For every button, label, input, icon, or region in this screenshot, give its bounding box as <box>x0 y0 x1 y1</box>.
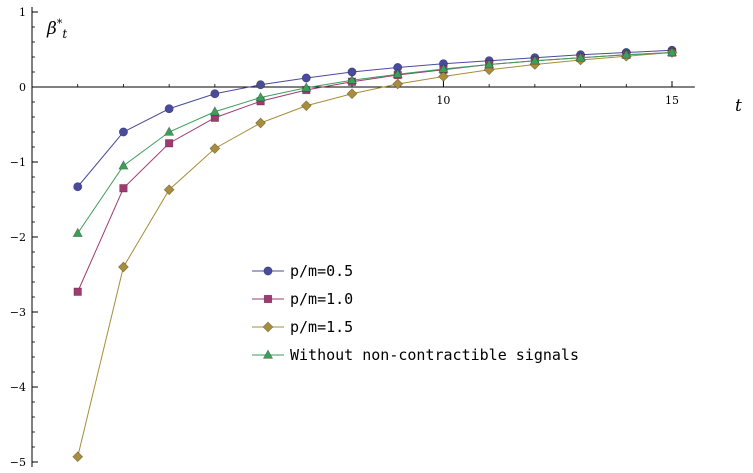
data-point <box>165 139 174 148</box>
y-axis-title-sup: * <box>57 17 63 30</box>
data-point <box>392 78 404 90</box>
data-point <box>255 91 266 102</box>
data-point <box>438 71 449 82</box>
data-point <box>392 68 403 78</box>
data-point <box>621 49 632 59</box>
y-tick-label: −3 <box>10 306 26 319</box>
data-point <box>119 184 128 193</box>
data-point <box>118 127 128 137</box>
legend-label: p/m=1.5 <box>290 318 353 336</box>
series-3 <box>72 47 678 463</box>
data-point <box>438 63 449 73</box>
series-4 <box>72 46 678 237</box>
data-point <box>346 88 358 100</box>
series-2 <box>73 48 677 296</box>
data-point <box>209 106 220 116</box>
legend-item: p/m=0.5 <box>252 262 353 280</box>
legend-label: p/m=0.5 <box>290 262 353 280</box>
data-point <box>164 104 174 114</box>
legend-swatch-marker <box>262 349 274 359</box>
legend-item: p/m=1.0 <box>252 290 353 308</box>
y-tick-label: 1 <box>19 6 26 19</box>
series-line <box>77 52 673 234</box>
series-1 <box>73 45 677 192</box>
y-axis-title-main: β <box>46 19 57 39</box>
y-tick-label: −4 <box>10 381 26 394</box>
data-point <box>301 73 311 83</box>
x-tick-label: 10 <box>436 94 450 107</box>
data-point <box>73 182 83 192</box>
series-line <box>77 52 673 457</box>
series-line <box>77 49 673 188</box>
y-axis-title-sub: t <box>62 27 67 41</box>
x-axis-title: t <box>735 96 742 116</box>
y-tick-label: −2 <box>10 231 26 244</box>
data-point <box>575 52 586 62</box>
legend-label: p/m=1.0 <box>290 290 353 308</box>
y-tick-label: −1 <box>10 156 26 169</box>
data-point <box>301 82 312 92</box>
data-point <box>300 100 312 112</box>
legend-swatch-marker <box>262 321 274 333</box>
data-point <box>72 227 83 237</box>
data-point <box>256 80 266 90</box>
data-point <box>118 160 129 170</box>
legend: p/m=0.5 p/m=1.0 p/m=1.5 Without non-contrac… <box>252 262 579 364</box>
legend-swatch-marker <box>263 294 273 304</box>
legend-item: p/m=1.5 <box>252 318 353 336</box>
axes: 10−1−2−3−4−510 15 <box>10 6 695 469</box>
data-point <box>255 117 266 129</box>
data-point <box>484 58 495 69</box>
y-tick-label: −5 <box>10 456 26 469</box>
x-tick-label: 15 <box>665 94 679 107</box>
data-point <box>666 46 678 57</box>
data-point <box>209 143 221 154</box>
data-point <box>163 184 175 196</box>
legend-swatch-marker <box>263 266 273 276</box>
y-tick-label: 0 <box>19 81 26 94</box>
legend-item: Without non-contractible signals <box>252 346 579 364</box>
y-axis-title: β*t <box>46 17 67 41</box>
data-point <box>164 126 175 136</box>
data-point <box>529 55 540 65</box>
data-point <box>72 451 84 463</box>
data-point <box>118 261 129 273</box>
legend-label: Without non-contractible signals <box>290 346 579 364</box>
data-point <box>73 287 82 296</box>
series-layer <box>72 45 678 463</box>
data-point <box>346 74 358 84</box>
data-point <box>210 89 220 99</box>
